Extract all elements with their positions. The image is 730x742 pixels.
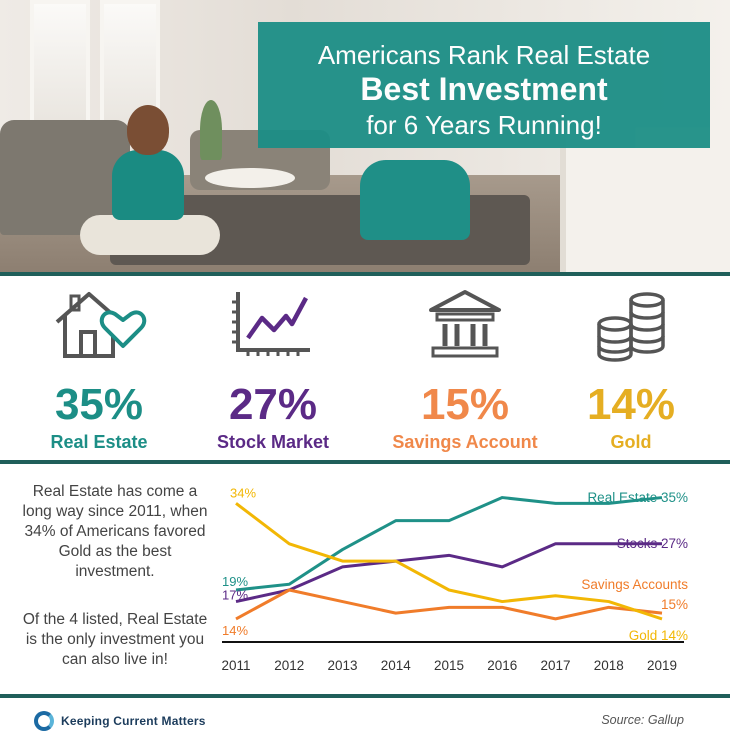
divider xyxy=(0,272,730,276)
series-start-label: 34% xyxy=(230,485,256,500)
note-paragraph-2: Of the 4 listed, Real Estate is the only… xyxy=(22,611,208,668)
series-start-label: 19% xyxy=(222,574,248,589)
logo-icon xyxy=(34,711,54,731)
stat-label: Gold xyxy=(610,432,652,452)
kcm-logo: Keeping Current Matters xyxy=(34,710,234,734)
hero-photo: Americans Rank Real Estate Best Investme… xyxy=(0,0,730,272)
stat-label: Stock Market xyxy=(216,432,330,452)
stat-savings-account: 15% Savings Account xyxy=(374,288,556,458)
x-tick-label: 2017 xyxy=(540,658,570,673)
coffee-table xyxy=(205,168,295,188)
series-line-savings-accounts xyxy=(235,588,663,621)
stat-real-estate: 35% Real Estate xyxy=(8,288,190,458)
x-tick-label: 2018 xyxy=(594,658,624,673)
series-line-gold xyxy=(235,502,663,621)
title-line-3: for 6 Years Running! xyxy=(366,110,602,140)
stat-label: Real Estate xyxy=(50,432,148,452)
stat-value: 15% xyxy=(420,380,510,429)
x-tick-label: 2012 xyxy=(274,658,304,673)
x-tick-label: 2019 xyxy=(647,658,677,673)
bank-icon xyxy=(374,288,556,368)
series-start-label: 14% xyxy=(222,623,248,638)
title-line-1: Americans Rank Real Estate xyxy=(317,40,651,70)
series-line-real-estate xyxy=(235,496,663,592)
series-end-value: 15% xyxy=(661,597,688,612)
title-line-2: Best Investment xyxy=(360,71,608,107)
series-end-label: Savings Accounts xyxy=(581,577,688,592)
plant xyxy=(200,100,222,160)
series-line-stocks xyxy=(235,542,662,604)
line-chart: 2011 2012 2013 2014 2015 2016 2017 2018 201919%1… xyxy=(221,485,688,673)
series-start-label: 17% xyxy=(222,588,248,603)
x-tick-label: 2015 xyxy=(434,658,464,673)
armchair xyxy=(360,160,470,240)
logo-text: Keeping Current Matters xyxy=(61,714,206,728)
stock-chart-icon xyxy=(182,288,364,368)
source-note: Source: Gallup xyxy=(601,713,684,727)
x-tick-label: 2014 xyxy=(381,658,412,673)
divider xyxy=(0,460,730,464)
series-end-label: Real Estate 35% xyxy=(587,490,688,505)
title-banner: Americans Rank Real Estate Best Investme… xyxy=(258,22,710,148)
stat-label: Savings Account xyxy=(392,432,538,452)
stat-value: 35% xyxy=(54,380,144,429)
x-tick-label: 2013 xyxy=(327,658,357,673)
series-end-label: Stocks 27% xyxy=(617,536,688,551)
series-end-label: Gold 14% xyxy=(629,628,688,643)
x-tick-label: 2011 xyxy=(221,658,250,673)
stat-value: 14% xyxy=(586,380,676,429)
stat-stock-market: 27% Stock Market xyxy=(182,288,364,458)
note-paragraph-1: Real Estate has come a long way since 20… xyxy=(22,483,208,580)
window xyxy=(30,0,90,130)
stat-value: 27% xyxy=(228,380,318,429)
x-tick-label: 2016 xyxy=(487,658,517,673)
stat-gold: 14% Gold xyxy=(540,288,722,458)
divider xyxy=(0,694,730,698)
coin-stack-icon xyxy=(540,288,722,368)
house-heart-icon xyxy=(8,288,190,368)
person xyxy=(112,150,184,220)
person xyxy=(127,105,169,155)
person xyxy=(80,215,220,255)
